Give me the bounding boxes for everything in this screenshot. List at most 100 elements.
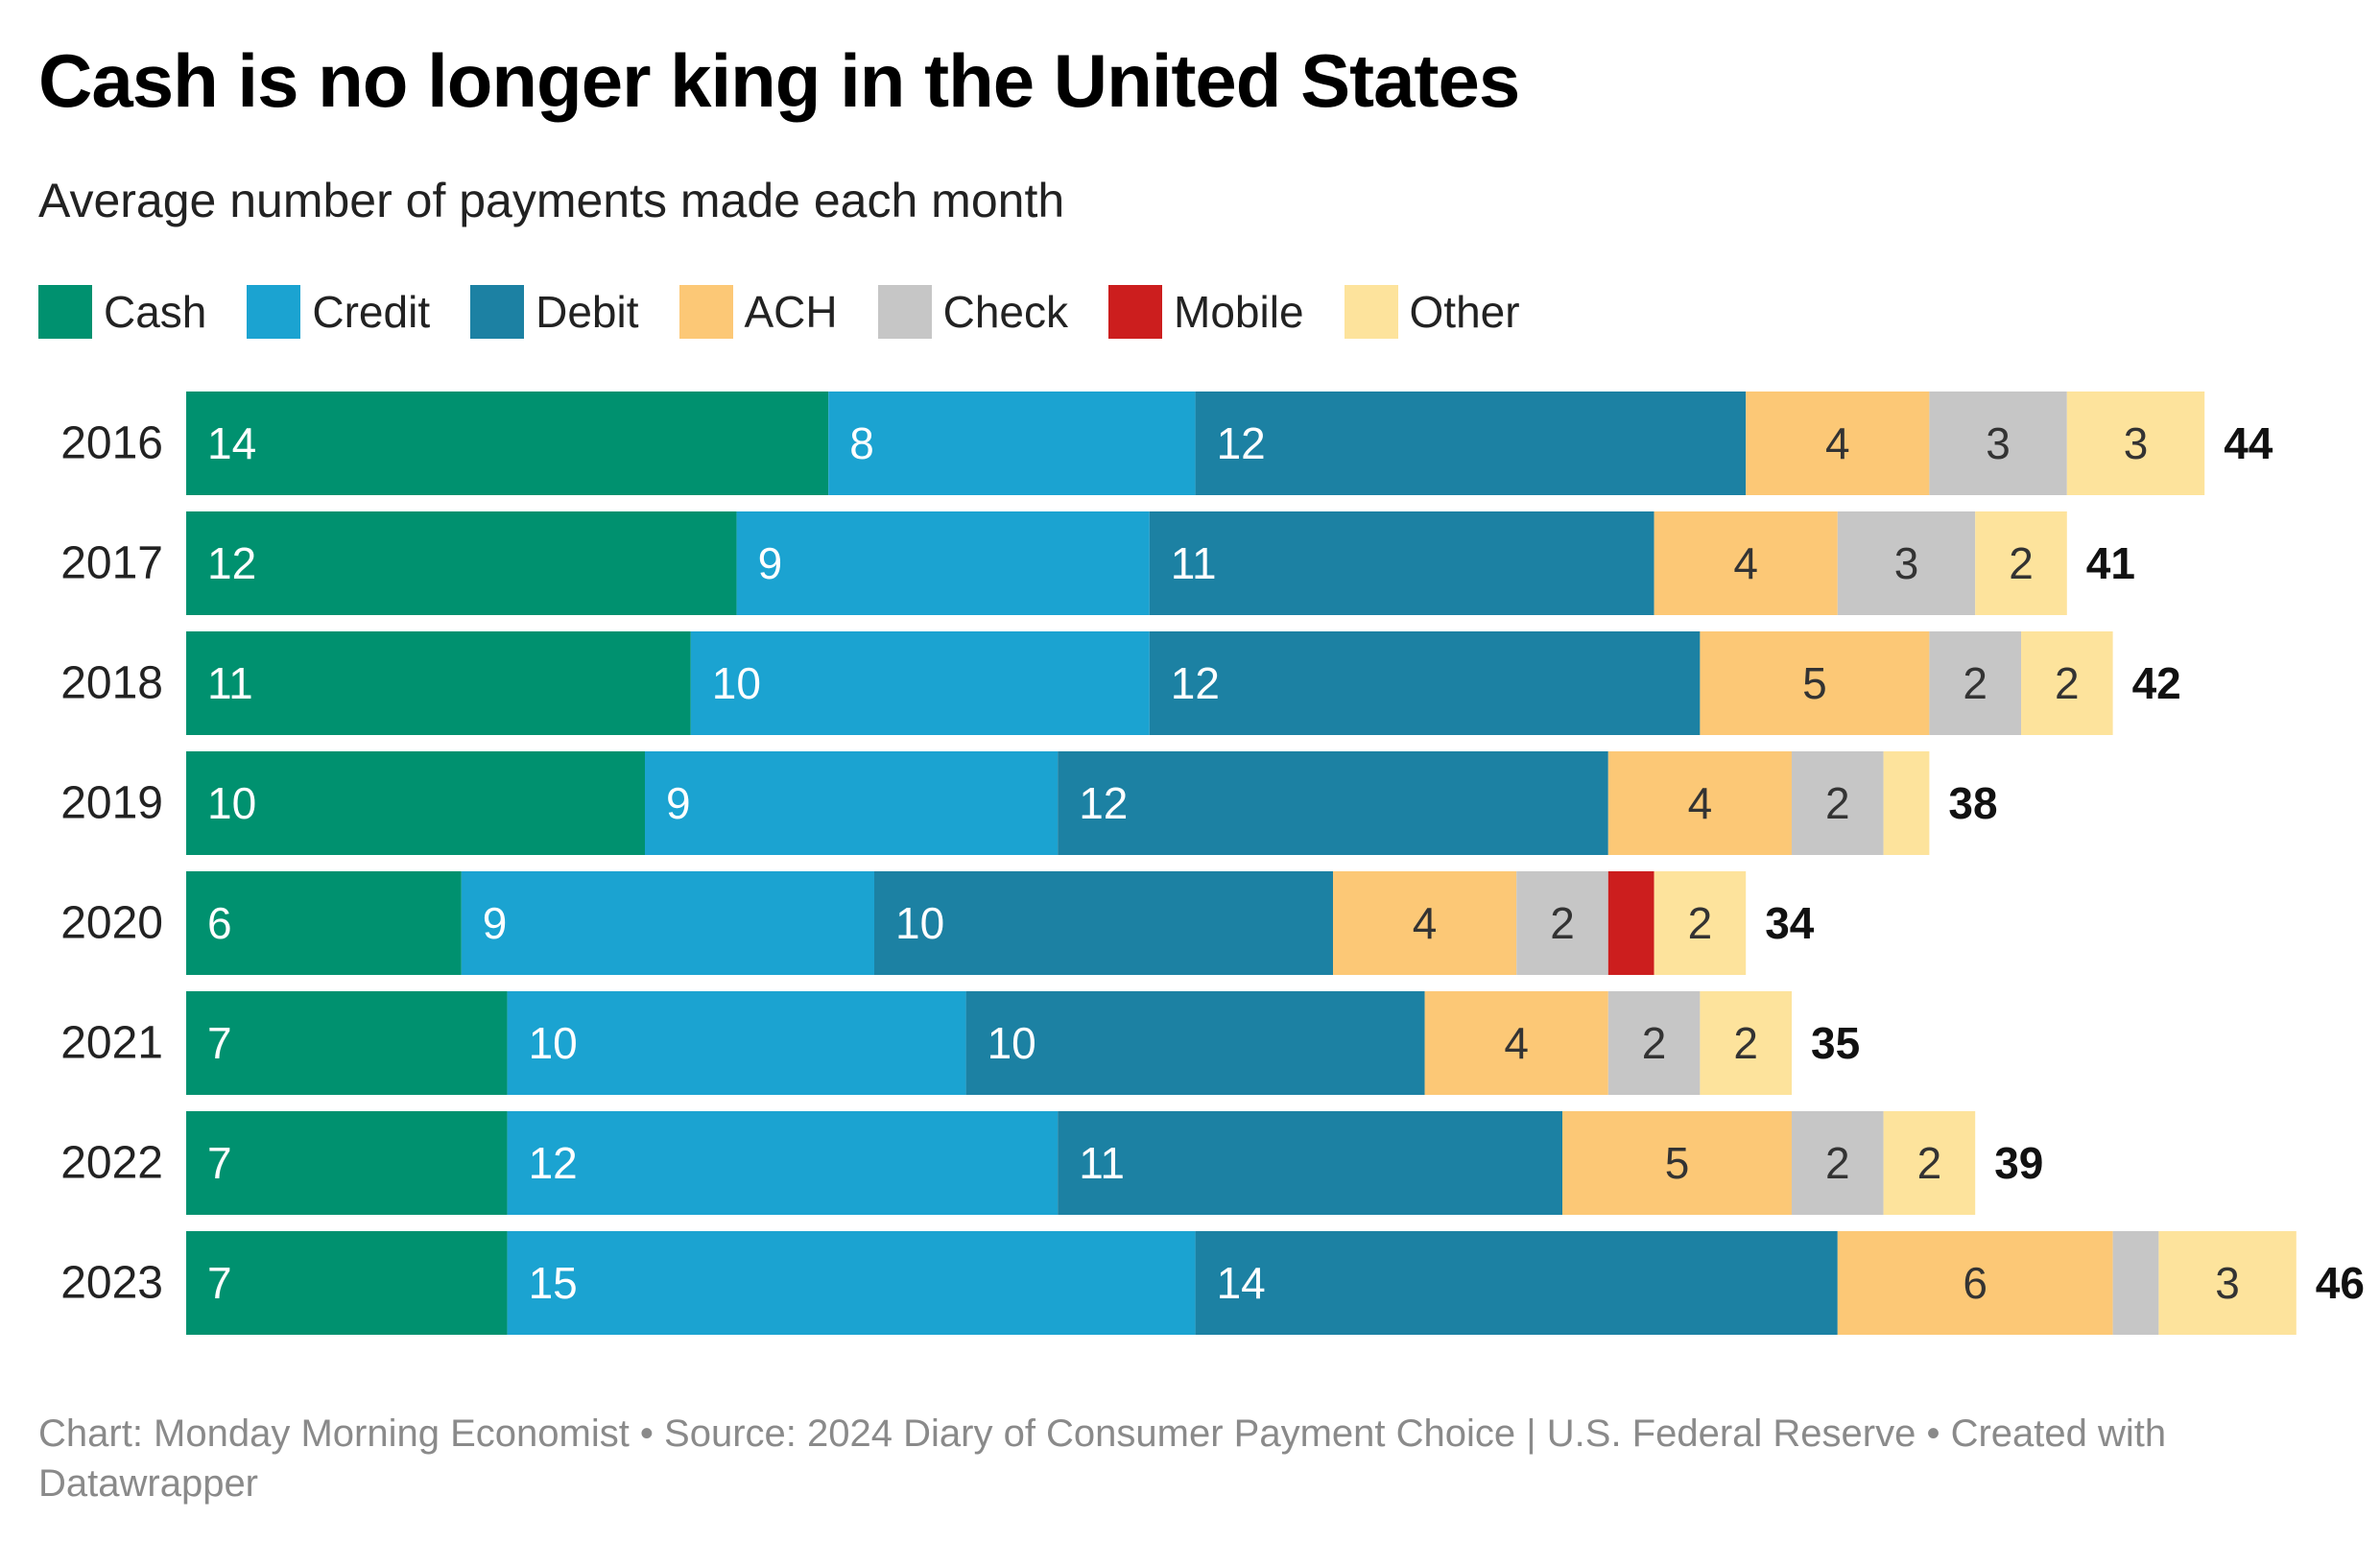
data-label-cash-2018: 11 bbox=[207, 658, 253, 708]
chart-legend: Cash Credit Debit ACH Check Mobile Other bbox=[38, 283, 1560, 341]
legend-item-check: Check bbox=[877, 285, 1069, 339]
total-label-2023: 46 bbox=[2316, 1258, 2365, 1308]
total-label-2020: 34 bbox=[1765, 898, 1815, 948]
bar-ach-2021 bbox=[1424, 991, 1608, 1095]
chart-subtitle: Average number of payments made each mon… bbox=[38, 174, 1065, 227]
total-label-2022: 39 bbox=[1994, 1138, 2043, 1188]
category-label-2017: 2017 bbox=[60, 538, 163, 589]
data-label-check-2016: 3 bbox=[1986, 418, 2011, 468]
data-label-cash-2016: 14 bbox=[207, 418, 256, 468]
bar-credit-2022 bbox=[507, 1111, 1059, 1215]
bar-other-2020 bbox=[1654, 871, 1747, 975]
bar-other-2017 bbox=[1975, 511, 2067, 615]
legend-swatch bbox=[247, 285, 301, 339]
bar-credit-2019 bbox=[645, 751, 1059, 855]
bar-credit-2021 bbox=[507, 991, 966, 1095]
bar-check-2018 bbox=[1929, 631, 2021, 735]
bar-check-2019 bbox=[1792, 751, 1884, 855]
bar-check-2020 bbox=[1516, 871, 1608, 975]
bar-ach-2018 bbox=[1700, 631, 1930, 735]
bar-debit-2021 bbox=[965, 991, 1425, 1095]
data-label-credit-2023: 15 bbox=[529, 1258, 578, 1308]
bar-check-2021 bbox=[1607, 991, 1701, 1095]
data-label-debit-2022: 11 bbox=[1079, 1138, 1125, 1188]
bar-cash-2022 bbox=[186, 1111, 508, 1215]
bar-ach-2023 bbox=[1837, 1231, 2113, 1335]
data-label-ach-2021: 4 bbox=[1504, 1018, 1529, 1068]
bar-credit-2020 bbox=[461, 871, 874, 975]
bar-cash-2017 bbox=[186, 511, 737, 615]
data-label-other-2020: 2 bbox=[1688, 898, 1713, 948]
bar-check-2023 bbox=[2112, 1231, 2159, 1335]
data-label-credit-2017: 9 bbox=[758, 538, 783, 588]
legend-label: Other bbox=[1409, 287, 1520, 337]
bar-cash-2021 bbox=[186, 991, 508, 1095]
legend-item-ach: ACH bbox=[678, 285, 838, 339]
bar-cash-2018 bbox=[186, 631, 691, 735]
data-label-debit-2017: 11 bbox=[1171, 538, 1217, 588]
legend-swatch bbox=[877, 285, 932, 339]
bar-debit-2016 bbox=[1195, 392, 1747, 495]
data-label-ach-2016: 4 bbox=[1825, 418, 1850, 468]
bar-credit-2016 bbox=[828, 392, 1196, 495]
legend-swatch bbox=[1108, 285, 1163, 339]
category-label-2016: 2016 bbox=[60, 418, 163, 469]
legend-item-other: Other bbox=[1344, 285, 1520, 339]
data-label-credit-2021: 10 bbox=[529, 1018, 578, 1068]
legend-item-cash: Cash bbox=[38, 285, 206, 339]
bar-credit-2023 bbox=[507, 1231, 1196, 1335]
data-label-cash-2023: 7 bbox=[207, 1258, 232, 1308]
bar-other-2022 bbox=[1883, 1111, 1976, 1215]
bar-cash-2016 bbox=[186, 392, 829, 495]
legend-swatch bbox=[1344, 285, 1398, 339]
bar-other-2016 bbox=[2066, 392, 2205, 495]
data-label-ach-2022: 5 bbox=[1665, 1138, 1690, 1188]
data-label-cash-2019: 10 bbox=[207, 778, 256, 828]
chart-title: Cash is no longer king in the United Sta… bbox=[38, 38, 1520, 123]
data-label-debit-2020: 10 bbox=[895, 898, 944, 948]
category-label-2018: 2018 bbox=[60, 658, 163, 709]
bar-credit-2018 bbox=[690, 631, 1150, 735]
bar-credit-2017 bbox=[736, 511, 1150, 615]
bar-debit-2018 bbox=[1149, 631, 1701, 735]
legend-label: Check bbox=[942, 287, 1069, 337]
bar-other-2023 bbox=[2158, 1231, 2297, 1335]
total-label-2017: 41 bbox=[2086, 538, 2135, 588]
data-label-other-2016: 3 bbox=[2124, 418, 2149, 468]
data-label-debit-2016: 12 bbox=[1217, 418, 1266, 468]
category-label-2023: 2023 bbox=[60, 1258, 163, 1309]
legend-swatch bbox=[470, 285, 525, 339]
data-label-other-2017: 2 bbox=[2009, 538, 2034, 588]
bar-debit-2017 bbox=[1149, 511, 1654, 615]
chart-footer: Chart: Monday Morning Economist • Source… bbox=[38, 1412, 2167, 1505]
bar-debit-2019 bbox=[1058, 751, 1608, 855]
data-label-check-2021: 2 bbox=[1642, 1018, 1667, 1068]
data-label-credit-2018: 10 bbox=[712, 658, 761, 708]
bar-other-2019 bbox=[1883, 751, 1930, 855]
data-label-credit-2022: 12 bbox=[529, 1138, 578, 1188]
data-label-cash-2017: 12 bbox=[207, 538, 256, 588]
total-label-2018: 42 bbox=[2132, 658, 2181, 708]
data-label-cash-2020: 6 bbox=[207, 898, 232, 948]
bar-cash-2020 bbox=[186, 871, 462, 975]
data-label-check-2020: 2 bbox=[1550, 898, 1575, 948]
data-label-ach-2023: 6 bbox=[1963, 1258, 1987, 1308]
legend-item-mobile: Mobile bbox=[1108, 285, 1304, 339]
data-label-other-2023: 3 bbox=[2215, 1258, 2240, 1308]
data-label-ach-2020: 4 bbox=[1413, 898, 1438, 948]
bar-other-2021 bbox=[1700, 991, 1792, 1095]
bar-cash-2019 bbox=[186, 751, 645, 855]
bar-debit-2022 bbox=[1058, 1111, 1562, 1215]
data-label-ach-2017: 4 bbox=[1733, 538, 1758, 588]
data-label-check-2017: 3 bbox=[1894, 538, 1919, 588]
data-label-debit-2021: 10 bbox=[988, 1018, 1036, 1068]
total-label-2016: 44 bbox=[2224, 418, 2273, 468]
data-label-credit-2020: 9 bbox=[483, 898, 508, 948]
data-label-other-2018: 2 bbox=[2055, 658, 2080, 708]
category-label-2020: 2020 bbox=[60, 898, 163, 949]
data-label-debit-2023: 14 bbox=[1217, 1258, 1266, 1308]
category-label-2022: 2022 bbox=[60, 1138, 163, 1189]
legend-label: Cash bbox=[104, 287, 207, 337]
bar-check-2016 bbox=[1929, 392, 2067, 495]
